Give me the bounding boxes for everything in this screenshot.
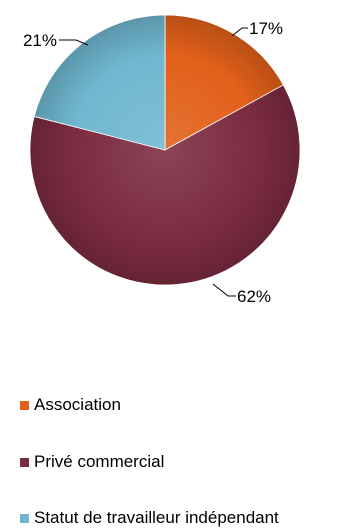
pie-slice-prive-commercial (29, 84, 301, 286)
data-label-statut-de-travailleur-independant: 21% (23, 31, 57, 50)
data-label-association: 17% (249, 19, 283, 38)
legend-swatch-prive-commercial (20, 457, 29, 467)
leader-line-association (231, 27, 248, 37)
pie-slice-association (164, 14, 284, 151)
legend-label-association: Association (34, 395, 121, 414)
legend-item-association: Association (20, 394, 121, 416)
legend-item-statut-independant: Statut de travailleur indépendant (20, 507, 279, 529)
legend-swatch-association (20, 400, 29, 410)
legend-label-prive-commercial: Privé commercial (34, 452, 165, 471)
data-label-prive-commercial: 62% (237, 287, 271, 306)
leader-line-prive-commercial (212, 283, 236, 297)
leader-line-statut-de-travailleur-independant (59, 39, 89, 46)
legend-item-prive-commercial: Privé commercial (20, 451, 164, 473)
pie-slice-statut-de-travailleur-independant (33, 14, 166, 151)
legend-swatch-statut-independant (20, 513, 29, 523)
pie-chart: 17% 62% 21% (23, 14, 301, 306)
pie-slices (29, 14, 301, 286)
leader-lines (59, 27, 248, 297)
data-labels: 17% 62% 21% (23, 19, 283, 306)
legend-label-statut-independant: Statut de travailleur indépendant (34, 508, 279, 527)
